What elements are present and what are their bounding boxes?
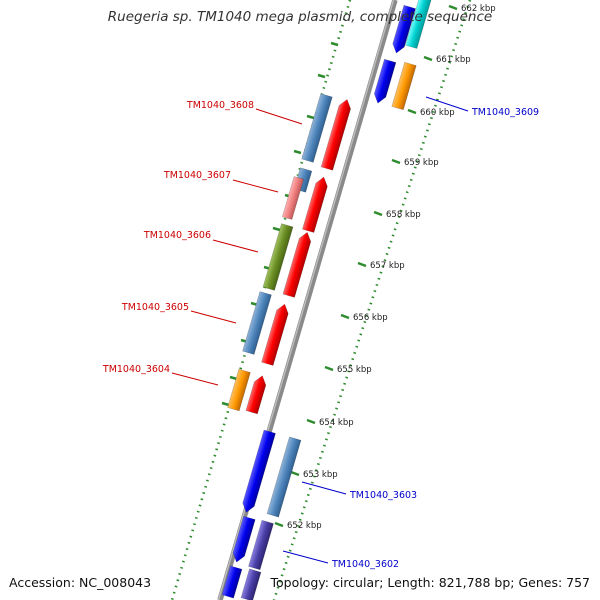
sequence-backbone-highlight	[217, 0, 395, 600]
gene-feature	[245, 375, 267, 415]
gene-feature	[262, 223, 294, 291]
topology-text: Topology: circular; Length: 821,788 bp; …	[270, 575, 591, 590]
gene-label: TM1040_3607	[163, 170, 231, 181]
scale-tick-mark	[357, 261, 367, 268]
gene-feature	[240, 568, 262, 600]
gene-feature	[266, 436, 302, 518]
scale-tick-mark	[448, 4, 458, 11]
gene-feature	[391, 61, 417, 111]
accession-text: Accession: NC_008043	[9, 575, 152, 590]
gene-feature	[232, 515, 256, 563]
scale-tick-mark	[274, 521, 284, 528]
gene-label: TM1040_3604	[102, 364, 170, 375]
gc-tick-mark	[272, 226, 281, 232]
gc-content-track-right	[272, 0, 472, 600]
gene-feature	[242, 429, 276, 513]
gene-feature	[301, 93, 333, 163]
gene-label-leader	[282, 550, 329, 564]
gc-tick-mark	[306, 114, 315, 120]
scale-tick-mark	[340, 313, 350, 320]
gc-tick-mark	[293, 149, 302, 155]
gene-label-leader	[301, 481, 347, 495]
gene-label: TM1040_3609	[471, 107, 539, 118]
gene-label-leader	[171, 372, 219, 386]
scale-tick-mark	[324, 365, 334, 372]
scale-tick-label: 653 kbp	[303, 470, 338, 480]
scale-tick-mark	[391, 158, 401, 165]
gene-label: TM1040_3602	[331, 559, 399, 570]
scale-tick-mark	[290, 470, 300, 477]
scale-tick-mark	[423, 55, 433, 62]
gene-feature	[392, 4, 416, 54]
gene-feature	[242, 291, 272, 355]
gene-feature	[221, 565, 243, 599]
scale-tick-label: 662 kbp	[461, 4, 496, 14]
scale-tick-label: 657 kbp	[370, 261, 405, 271]
scale-tick-label: 659 kbp	[404, 158, 439, 168]
gc-tick-mark	[221, 401, 230, 407]
scale-tick-mark	[407, 108, 417, 115]
gene-label-leader	[212, 239, 259, 253]
gene-feature	[302, 176, 328, 233]
gene-label: TM1040_3606	[143, 230, 211, 241]
gene-feature	[282, 231, 312, 298]
map-title: Ruegeria sp. TM1040 mega plasmid, comple…	[107, 9, 493, 25]
gene-feature	[281, 176, 305, 220]
gene-label-leader	[232, 179, 279, 193]
scale-tick-label: 660 kbp	[420, 108, 455, 118]
gene-label-leader	[255, 108, 303, 125]
gene-label: TM1040_3605	[121, 302, 189, 313]
scale-ticks: 662 kbp 661 kbp 660 kbp 659 kbp 658 kbp 657 k…	[221, 4, 496, 531]
scale-tick-mark	[306, 418, 316, 425]
gc-tick-mark	[317, 73, 326, 79]
scale-tick-label: 661 kbp	[436, 55, 471, 65]
gene-label-leader	[190, 310, 237, 324]
gene-feature	[227, 368, 251, 412]
gene-feature	[320, 98, 351, 171]
gene-feature	[261, 303, 289, 366]
gc-tick-mark	[229, 375, 238, 381]
scale-tick-mark	[373, 210, 383, 217]
gc-tick-mark	[330, 41, 339, 47]
gene-features	[221, 0, 433, 600]
gene-labels: TM1040_3609 TM1040_3608 TM1040_3607 TM1040_…	[102, 96, 539, 570]
scale-tick-label: 655 kbp	[337, 365, 372, 375]
scale-tick-label: 652 kbp	[287, 521, 322, 531]
scale-tick-label: 656 kbp	[353, 313, 388, 323]
gene-label-leader	[425, 96, 469, 112]
gene-label: TM1040_3603	[349, 490, 417, 501]
gene-feature	[405, 0, 433, 49]
scale-tick-label: 654 kbp	[319, 418, 354, 428]
gene-feature	[248, 519, 274, 571]
scale-tick-label: 658 kbp	[386, 210, 421, 220]
gene-label: TM1040_3608	[186, 100, 254, 111]
gene-feature	[374, 58, 397, 104]
